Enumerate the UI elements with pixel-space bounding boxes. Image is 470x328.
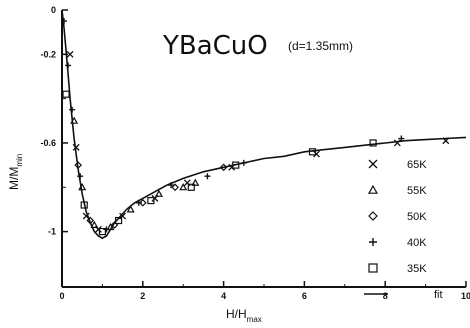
legend-label: 55K xyxy=(407,185,427,197)
series-35K xyxy=(62,90,377,236)
legend-item-65K: 65K xyxy=(368,159,427,171)
marker-plus xyxy=(61,18,68,25)
marker-plus xyxy=(103,226,110,233)
marker-triangle xyxy=(90,220,99,228)
marker-triangle xyxy=(191,178,200,186)
legend-item-40K: 40K xyxy=(369,237,427,249)
marker-triangle xyxy=(154,189,163,197)
x-tick-label: 10 xyxy=(461,291,470,301)
marker-triangle xyxy=(70,116,79,124)
marker-x xyxy=(368,159,378,169)
marker-plus xyxy=(240,159,247,166)
marker-square xyxy=(187,183,195,191)
legend-label: fit xyxy=(434,289,443,301)
marker-triangle xyxy=(126,205,135,213)
x-tick-label: 4 xyxy=(221,291,226,301)
marker-square xyxy=(232,161,240,169)
marker-plus xyxy=(135,199,142,206)
y-axis-title: M/Mmin xyxy=(7,154,24,190)
marker-square xyxy=(114,216,123,225)
fit-line xyxy=(61,9,467,240)
series-55K xyxy=(70,116,200,231)
marker-plus xyxy=(65,62,72,69)
legend: 65K 55K 50K 40K 35K fit xyxy=(364,159,443,301)
legend-item-50K: 50K xyxy=(368,211,427,223)
marker-square xyxy=(308,148,317,156)
y-ticks: 0 -0.2 -0.6 -1 xyxy=(40,5,68,237)
series-65K xyxy=(66,50,450,233)
x-axis-title-main: H/H xyxy=(226,307,247,321)
legend-item-35K: 35K xyxy=(368,263,427,275)
marker-plus xyxy=(369,238,377,246)
marker-diamond xyxy=(74,161,83,169)
fit-layer xyxy=(61,9,467,240)
y-tick-label: -0.2 xyxy=(40,49,56,59)
x-axis-title-sub: max xyxy=(247,315,262,324)
marker-plus xyxy=(69,106,76,113)
marker-diamond xyxy=(368,211,378,221)
marker-triangle xyxy=(179,183,188,191)
legend-item-fit: fit xyxy=(364,289,443,301)
marker-triangle xyxy=(367,184,379,194)
marker-plus xyxy=(77,173,84,180)
marker-x xyxy=(228,163,236,171)
marker-square xyxy=(98,228,107,236)
x-tick-label: 6 xyxy=(302,291,307,301)
x-tick-label: 0 xyxy=(59,291,64,301)
marker-x xyxy=(72,143,80,151)
y-tick-label: -0.6 xyxy=(40,138,56,148)
chart-title: YBaCuO xyxy=(162,31,268,61)
marker-triangle xyxy=(78,183,87,191)
legend-label: 65K xyxy=(407,159,427,171)
marker-x xyxy=(313,150,320,158)
y-axis-title-sub: min xyxy=(15,154,24,167)
marker-diamond xyxy=(171,183,179,192)
marker-x xyxy=(442,137,450,145)
marker-x xyxy=(66,50,74,58)
legend-label: 35K xyxy=(407,263,427,275)
y-axis-title-main: M/M xyxy=(7,167,21,190)
points-layer xyxy=(61,18,450,236)
x-tick-label: 8 xyxy=(383,291,388,301)
legend-label: 50K xyxy=(407,211,427,223)
x-axis-title: H/Hmax xyxy=(226,307,262,324)
marker-x xyxy=(183,179,191,187)
legend-item-55K: 55K xyxy=(367,184,427,197)
x-tick-label: 2 xyxy=(140,291,145,301)
marker-square xyxy=(368,263,378,273)
marker-diamond xyxy=(138,198,147,207)
marker-plus xyxy=(204,173,211,180)
marker-square xyxy=(62,90,70,98)
x-ticks: 0 2 4 6 8 10 xyxy=(59,281,470,301)
marker-square xyxy=(80,201,88,209)
marker-square xyxy=(147,196,155,205)
marker-square xyxy=(369,139,377,147)
marker-diamond xyxy=(219,163,228,172)
marker-x xyxy=(393,139,401,147)
marker-plus xyxy=(398,135,405,142)
series-40K xyxy=(61,18,405,233)
marker-diamond xyxy=(86,216,95,225)
y-tick-label: -1 xyxy=(48,227,56,237)
chart-subtitle: (d=1.35mm) xyxy=(288,39,353,53)
legend-label: 40K xyxy=(407,237,427,249)
y-tick-label: 0 xyxy=(51,5,56,15)
marker-x xyxy=(82,212,90,220)
marker-triangle xyxy=(106,222,115,231)
marker-plus xyxy=(168,182,175,189)
